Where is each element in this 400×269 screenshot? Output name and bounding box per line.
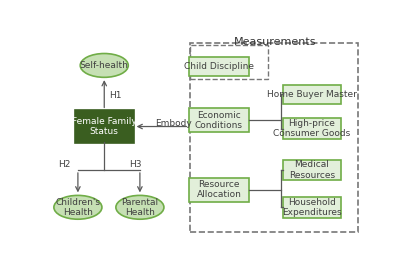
Text: Parental
Health: Parental Health xyxy=(121,198,158,217)
Text: Child Discipline: Child Discipline xyxy=(184,62,254,71)
Text: H2: H2 xyxy=(58,160,70,169)
FancyBboxPatch shape xyxy=(189,178,249,201)
Text: Children's
Health: Children's Health xyxy=(55,198,100,217)
Text: Economic
Conditions: Economic Conditions xyxy=(195,111,243,130)
Text: Household
Expenditures: Household Expenditures xyxy=(282,198,342,217)
Ellipse shape xyxy=(80,54,128,77)
Bar xyxy=(190,45,268,79)
FancyBboxPatch shape xyxy=(283,197,341,218)
Text: Resource
Allocation: Resource Allocation xyxy=(196,180,241,199)
Text: Home Buyer Master: Home Buyer Master xyxy=(267,90,357,99)
Text: Female Family
Status: Female Family Status xyxy=(72,117,137,136)
FancyBboxPatch shape xyxy=(283,85,341,104)
Text: H3: H3 xyxy=(129,160,142,169)
Ellipse shape xyxy=(54,195,102,219)
FancyBboxPatch shape xyxy=(189,56,249,76)
FancyBboxPatch shape xyxy=(283,160,341,180)
Text: Embody: Embody xyxy=(156,119,192,128)
FancyBboxPatch shape xyxy=(75,111,134,143)
Text: Medical
Resources: Medical Resources xyxy=(289,160,335,180)
FancyBboxPatch shape xyxy=(189,108,249,132)
Bar xyxy=(190,43,358,232)
Ellipse shape xyxy=(116,195,164,219)
Text: H1: H1 xyxy=(109,91,121,100)
Text: High-price
Consumer Goods: High-price Consumer Goods xyxy=(273,119,350,138)
FancyBboxPatch shape xyxy=(283,118,341,139)
Text: Self-health: Self-health xyxy=(80,61,129,70)
Text: Measurements: Measurements xyxy=(234,37,316,47)
